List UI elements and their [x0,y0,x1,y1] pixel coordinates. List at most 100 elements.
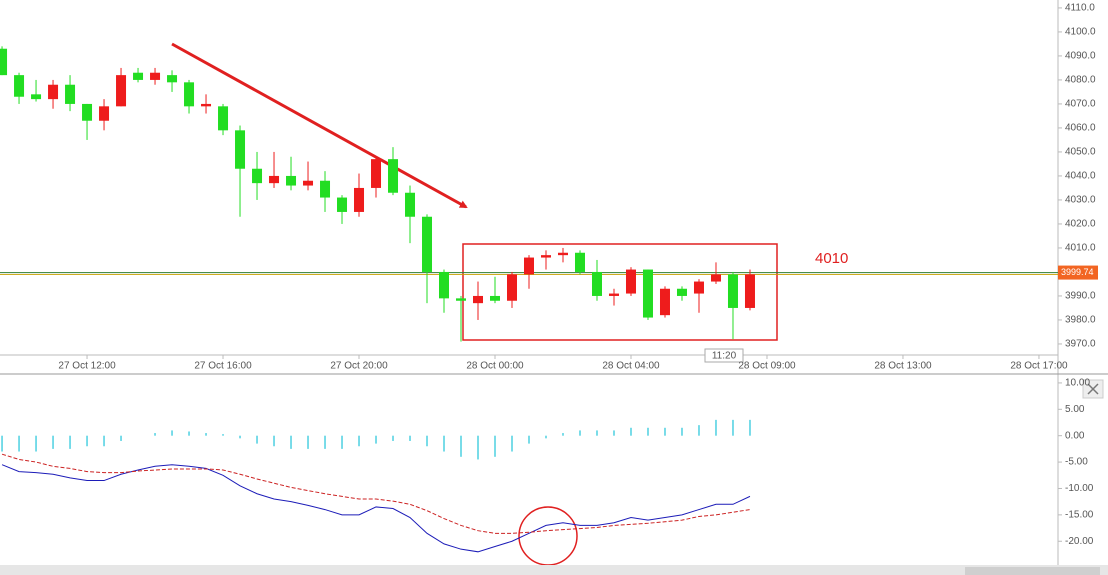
histogram-bar [443,435,445,452]
histogram-bar [732,419,734,436]
y-tick-label: 4100.0 [1065,27,1096,38]
histogram-bar [664,427,666,436]
histogram-bar [698,425,700,436]
histogram-bar [528,435,530,444]
y-tick-label: 10.00 [1065,378,1090,389]
candle-body [252,168,263,184]
histogram-bar [290,435,292,449]
candle-body [48,84,59,100]
candle-body [337,197,348,212]
histogram-bar [647,427,649,436]
histogram-bar [681,427,683,436]
candle-body [303,180,314,186]
y-tick-label: 4010.0 [1065,243,1096,254]
x-tick-label: 28 Oct 00:00 [466,361,524,372]
y-tick-label: 3990.0 [1065,291,1096,302]
crosshair-box [704,348,744,363]
candle-body [405,192,416,217]
histogram-bar [460,435,462,457]
crosshair-label: 11:20 [712,351,737,362]
y-tick-label: -10.00 [1065,483,1094,494]
candle-body [184,82,195,107]
histogram-bar [35,435,37,452]
histogram-bar [256,435,258,444]
candle-body [65,84,76,104]
y-tick-label: 4020.0 [1065,219,1096,230]
histogram-bar [630,427,632,436]
histogram-bar [392,435,394,441]
candle-body [642,269,653,318]
histogram-bar [171,430,173,436]
candle-body [524,257,534,275]
candle-body [625,269,636,294]
y-tick-label: -20.00 [1065,536,1094,547]
range-box [462,243,778,341]
histogram-bar [86,435,88,447]
candle-body [354,187,365,212]
histogram-bar [52,435,54,449]
histogram-bar [154,433,156,436]
x-tick-label: 28 Oct 04:00 [602,361,660,372]
histogram-bar [562,433,564,436]
candle-body [14,75,25,97]
y-tick-label: 4110.0 [1065,3,1095,14]
candle-body [422,216,433,272]
candle-body [99,106,110,121]
candle-body [540,255,551,258]
histogram-bar [341,435,343,449]
candle-body [591,271,602,296]
x-tick-label: 27 Oct 16:00 [194,361,252,372]
candle-body [473,295,484,304]
macd-line [1,464,751,553]
last-price-label: 3999.74 [1061,267,1094,277]
y-tick-label: -15.00 [1065,510,1094,521]
histogram-bar [69,435,71,449]
histogram-bar [613,430,615,436]
x-tick-label: 27 Oct 20:00 [330,361,388,372]
candle-body [218,106,229,131]
y-tick-label: 4090.0 [1065,51,1096,62]
y-tick-label: 0.00 [1065,430,1085,441]
scroll-thumb[interactable] [965,567,1100,575]
histogram-bar [188,431,190,436]
candle-body [201,103,212,107]
y-tick-label: -5.00 [1065,457,1088,468]
y-tick-label: 4060.0 [1065,123,1096,134]
candle-body [456,298,467,301]
y-tick-label: 4040.0 [1065,171,1096,182]
candle-body [167,75,178,83]
histogram-bar [477,435,479,460]
candle-body [439,271,450,299]
x-tick-label: 28 Oct 13:00 [874,361,932,372]
x-tick-label: 28 Oct 17:00 [1010,361,1068,372]
histogram-bar [222,434,224,436]
candle-body [150,72,161,80]
candle-body [507,274,518,301]
histogram-bar [307,435,309,449]
scrollbar[interactable] [0,565,1108,575]
histogram-bar [103,435,105,447]
candle-body [0,48,8,76]
histogram-bar [18,435,20,452]
x-tick-label: 28 Oct 09:00 [738,361,796,372]
histogram-bar [545,435,547,439]
candle-body [116,75,127,107]
y-tick-label: 3970.0 [1065,339,1096,350]
histogram-bar [494,435,496,457]
histogram-bar [715,419,717,436]
histogram-bar [120,435,122,441]
candle-body [82,103,93,121]
candle-body [710,274,721,282]
candle-body [133,72,144,80]
candle-body [574,252,585,272]
candle-body [557,252,568,256]
candle-body [31,94,42,100]
histogram-bar [273,435,275,447]
candle-body [388,159,399,193]
candle-body [727,274,738,308]
annotation: 4010 [815,250,848,267]
histogram-bar [324,435,326,449]
close-icon [1087,383,1099,395]
histogram-bar [596,430,598,436]
